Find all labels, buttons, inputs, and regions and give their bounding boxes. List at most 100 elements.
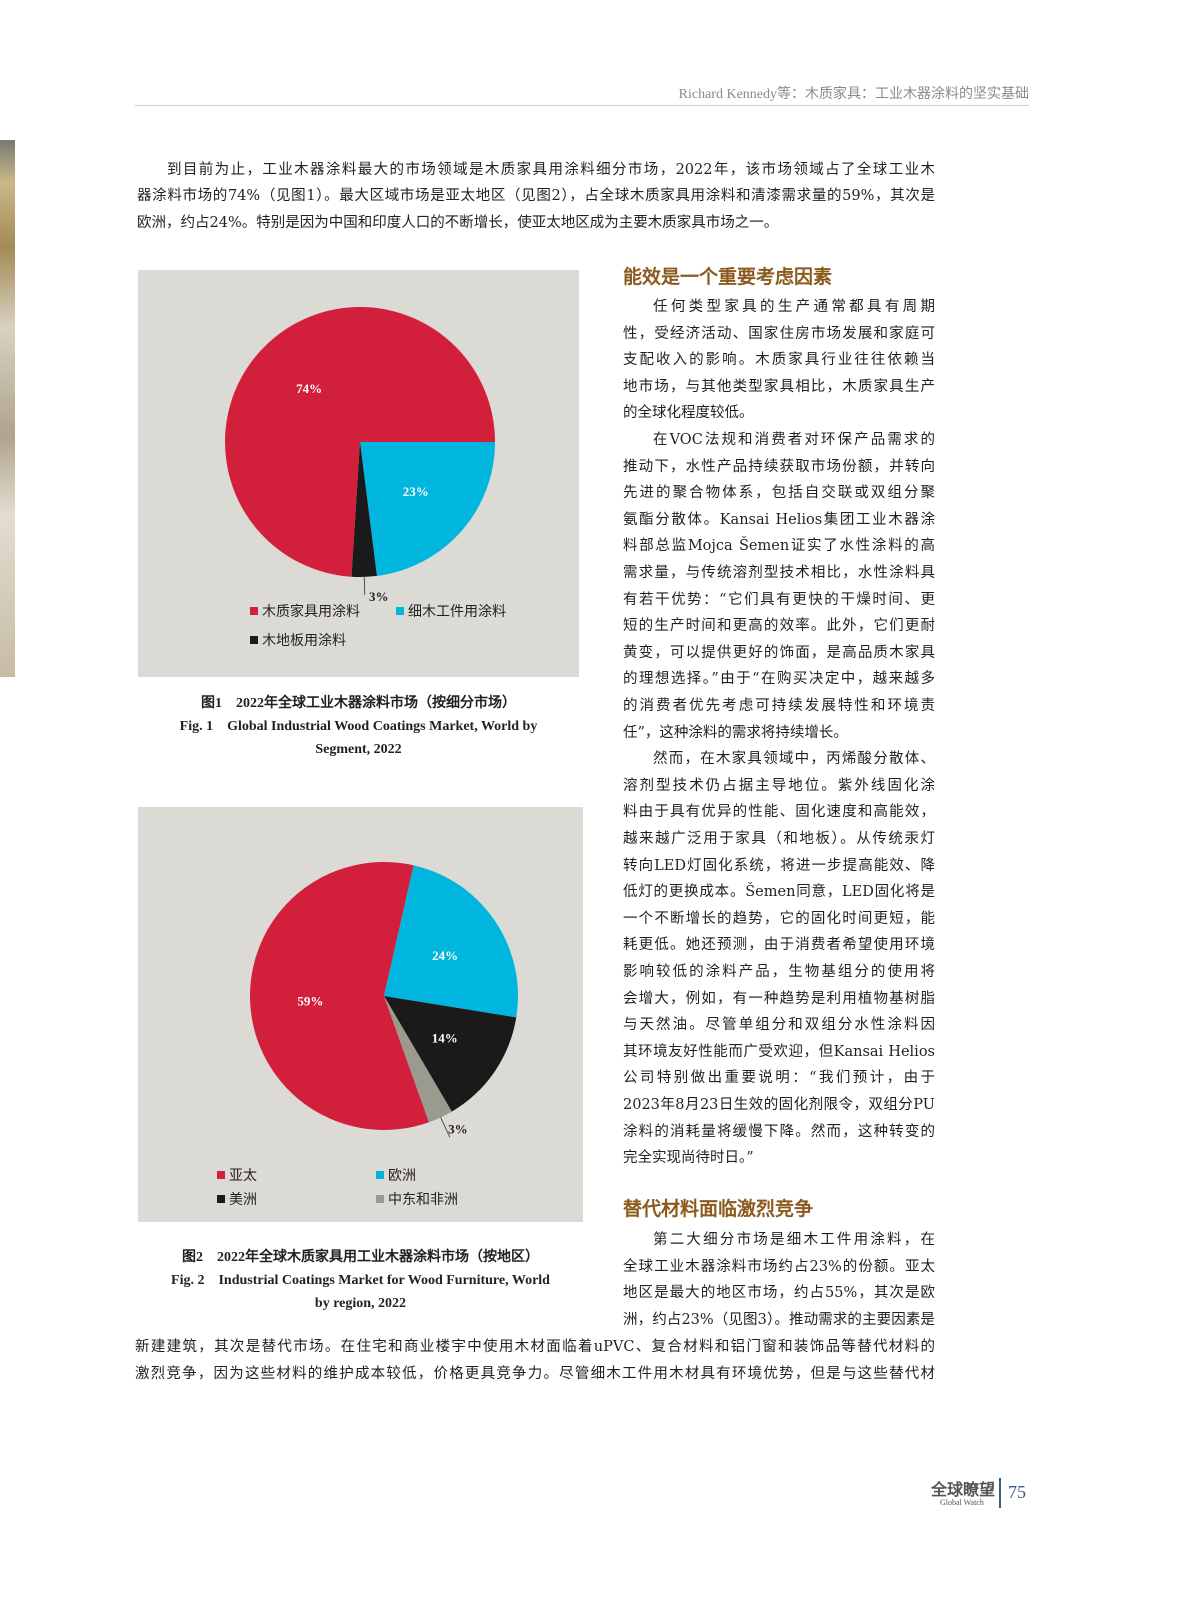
text-line: 推动下，水性产品持续获取市场份额，并转向 (623, 458, 935, 475)
figure-1-caption: 图1 2022年全球工业木器涂料市场（按细分市场） Fig. 1 Global … (138, 692, 579, 761)
text-line: 转向LED灯固化系统，将进一步提高能效、降 (623, 857, 935, 874)
text-line: 氨酯分散体。Kansai Helios集团工业木器涂 (623, 511, 935, 528)
caption-en: Fig. 1 Global Industrial Wood Coatings M… (179, 719, 538, 734)
text-line: 一个不断增长的趋势，它的固化时间更短，能 (623, 910, 935, 927)
text-line: 公司特别做出重要说明：“我们预计，由于 (623, 1070, 935, 1087)
footer-brand: 全球瞭望 (931, 1480, 996, 1499)
text-line: 有若干优势：“它们具有更快的干燥时间、更 (623, 591, 935, 608)
slice-label: 14% (432, 1031, 458, 1046)
text-line: 地市场，与其他类型家具相比，木质家具生产 (623, 378, 935, 395)
side-photo (0, 140, 15, 677)
text-line: 新建建筑，其次是替代市场。在住宅和商业楼宇中使用木材面临着uPVC、复合材料和铝… (135, 1339, 935, 1355)
text-line: 其环境友好性能而广受欢迎，但Kansai Helios (623, 1043, 935, 1060)
footer-brand-en: Global Watch (940, 1498, 984, 1507)
text-line: 黄变，可以提供更好的饰面，是高品质木家具 (623, 644, 935, 661)
caption-cn: 图2 2022年全球木质家具用工业木器涂料市场（按地区） (182, 1250, 539, 1265)
figure-1: 74% 23% 3% 木质家具用涂料 细木工件用涂料 木地板用涂料 (138, 270, 579, 677)
pie-slice (224, 307, 495, 577)
legend-label: 细木工件用涂料 (408, 604, 506, 620)
pie-slice (351, 442, 377, 577)
text-line: 短的生产时间和更高的效率。此外，它们更耐 (623, 618, 935, 635)
legend-label: 欧洲 (388, 1168, 416, 1184)
caption-en: Segment, 2022 (315, 742, 402, 757)
legend-swatch (250, 607, 258, 615)
slice-label: 59% (297, 993, 323, 1008)
legend-swatch (376, 1195, 384, 1203)
text-line: 的理想选择。”由于“在购买决定中，越来越多 (623, 671, 935, 688)
text-line: 洲，约占23%（见图3）。推动需求的主要因素是 (623, 1312, 935, 1329)
caption-en: by region, 2022 (314, 1296, 407, 1311)
pie-slice (249, 862, 429, 1130)
pie-slice (384, 865, 518, 1018)
slice-label: 24% (432, 948, 458, 963)
legend-item: 木地板用涂料 (250, 630, 346, 650)
slice-label: 3% (448, 1121, 468, 1136)
text-line: 到目前为止，工业木器涂料最大的市场领域是木质家具用涂料细分市场，2022年，该市… (167, 162, 935, 178)
section-heading-alternatives: 替代材料面临激烈竞争 (623, 1198, 814, 1220)
text-line: 任”，这种涂料的需求将持续增长。 (623, 724, 848, 741)
text-line: 然而，在木家具领域中，丙烯酸分散体、 (653, 751, 935, 768)
text-line: 溶剂型技术仍占据主导地位。紫外线固化涂 (623, 777, 935, 794)
pie-chart-2: 59% 24% 14% 3% (249, 862, 518, 1138)
text-line: 料由于具有优异的性能、固化速度和高能效， (623, 804, 935, 821)
text-line: 先进的聚合物体系，包括自交联或双组分聚 (623, 485, 935, 502)
pie-slice (384, 996, 452, 1123)
figure-2-caption: 图2 2022年全球木质家具用工业木器涂料市场（按地区） Fig. 2 Indu… (138, 1246, 583, 1315)
legend-item: 细木工件用涂料 (396, 601, 506, 621)
text-line: 性，受经济活动、国家住房市场发展和家庭可 (623, 325, 935, 342)
text-line: 完全实现尚待时日。” (623, 1150, 754, 1167)
caption-en: Fig. 2 Industrial Coatings Market for Wo… (171, 1273, 550, 1288)
leader-line (440, 1117, 451, 1138)
legend-item: 亚太 (217, 1165, 257, 1185)
pie-slice (360, 442, 495, 576)
text-line: 低灯的更换成本。Šemen同意，LED固化将是 (623, 884, 935, 901)
text-line: 器涂料市场的74%（见图1）。最大区域市场是亚太地区（见图2），占全球木质家具用… (137, 188, 935, 205)
text-line: 激烈竞争，因为这些材料的维护成本较低，价格更具竞争力。尽管细木工件用木材具有环境… (135, 1365, 935, 1382)
legend-item: 欧洲 (376, 1165, 416, 1185)
text-line: 料部总监Mojca Šemen证实了水性涂料的高 (623, 538, 935, 555)
text-line: 的消费者优先考虑可持续发展特性和环境责 (623, 698, 935, 714)
figure-2: 59% 24% 14% 3% 亚太 欧洲 美洲 中东和非洲 (138, 807, 583, 1222)
page-number: 75 (1008, 1482, 1026, 1502)
text-line: 任何类型家具的生产通常都具有周期 (653, 299, 935, 315)
legend-label: 中东和非洲 (388, 1192, 458, 1208)
text-line: 在VOC法规和消费者对环保产品需求的 (653, 432, 935, 448)
text-line: 地区是最大的地区市场，约占55%，其次是欧 (623, 1285, 935, 1302)
legend-label: 美洲 (229, 1192, 257, 1208)
text-line: 欧洲，约占24%。特别是因为中国和印度人口的不断增长，使亚太地区成为主要木质家具… (137, 214, 779, 231)
text-line: 第二大细分市场是细木工件用涂料，在 (653, 1232, 935, 1248)
text-line: 影响较低的涂料产品，生物基组分的使用将 (623, 964, 935, 980)
slice-label: 23% (403, 484, 429, 499)
legend-swatch (250, 636, 258, 644)
caption-cn: 图1 2022年全球工业木器涂料市场（按细分市场） (201, 696, 516, 711)
running-head: Richard Kennedy等：木质家具：工业木器涂料的坚实基础 (678, 87, 1029, 102)
legend-label: 木质家具用涂料 (262, 604, 360, 620)
section-heading-energy: 能效是一个重要考虑因素 (623, 266, 833, 288)
text-line: 涂料的消耗量将缓慢下降。然而，这种转变的 (623, 1123, 935, 1140)
legend-swatch (396, 607, 404, 615)
legend-label: 亚太 (229, 1168, 257, 1184)
legend-item: 中东和非洲 (376, 1189, 458, 1209)
text-line: 的全球化程度较低。 (623, 405, 754, 422)
legend-swatch (217, 1195, 225, 1203)
pie-chart-1: 74% 23% 3% (224, 307, 495, 604)
leader-line (363, 576, 366, 595)
text-line: 2023年8月23日生效的固化剂限令，双组分PU (623, 1097, 935, 1113)
text-line: 越来越广泛用于家具（和地板）。从传统汞灯 (623, 831, 935, 847)
pie-slice (384, 996, 517, 1112)
text-line: 耗更低。她还预测，由于消费者希望使用环境 (623, 937, 935, 954)
text-line: 与天然油。尽管单组分和双组分水性涂料因 (623, 1017, 935, 1034)
text-line: 会增大，例如，有一种趋势是利用植物基树脂 (623, 990, 935, 1007)
legend-label: 木地板用涂料 (262, 633, 346, 649)
footer-divider (999, 1478, 1001, 1508)
legend-swatch (217, 1171, 225, 1179)
slice-label: 3% (369, 589, 389, 604)
legend-swatch (376, 1171, 384, 1179)
legend-item: 木质家具用涂料 (250, 601, 360, 621)
header-rule (135, 105, 1029, 106)
text-line: 需求量，与传统溶剂型技术相比，水性涂料具 (623, 565, 935, 581)
text-line: 支配收入的影响。木质家具行业往往依赖当 (623, 352, 935, 369)
legend-item: 美洲 (217, 1189, 257, 1209)
slice-label: 74% (296, 381, 322, 396)
text-line: 全球工业木器涂料市场约占23%的份额。亚太 (623, 1258, 935, 1275)
